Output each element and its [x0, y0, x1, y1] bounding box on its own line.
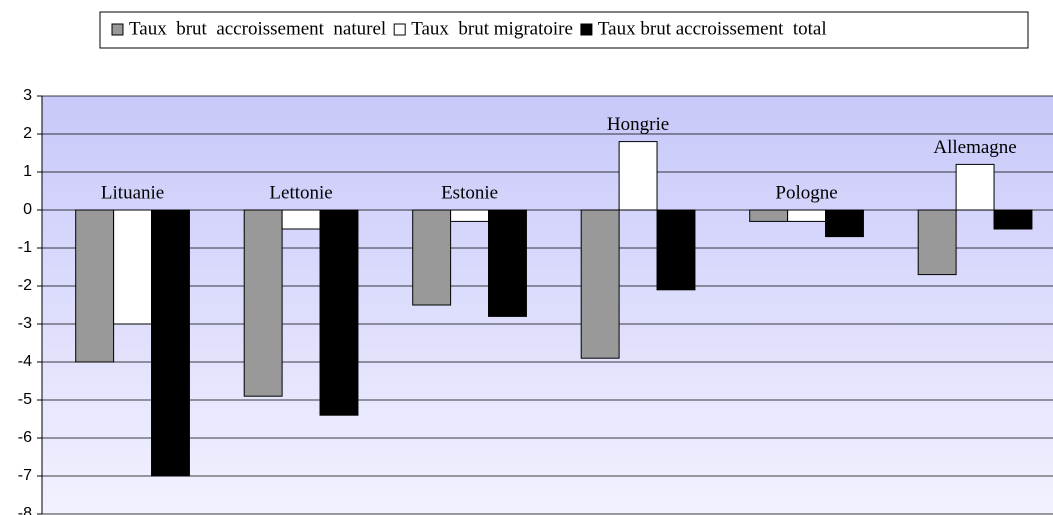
- category-label: Pologne: [775, 182, 837, 203]
- legend-swatch: [111, 23, 124, 36]
- category-label: Estonie: [441, 182, 498, 203]
- bar: [151, 209, 190, 477]
- y-tick-label: -1: [18, 239, 32, 256]
- bar: [243, 209, 283, 397]
- y-tick-label: -2: [18, 277, 32, 294]
- category-label: Allemagne: [933, 137, 1016, 158]
- y-tick-label: 3: [23, 87, 32, 104]
- y-tick-label: 2: [23, 125, 32, 142]
- y-tick-label: -5: [18, 391, 32, 408]
- category-label: Hongrie: [607, 114, 669, 135]
- bar: [580, 209, 620, 359]
- legend-box: [99, 11, 1029, 49]
- legend-swatch: [393, 23, 406, 36]
- plot-area: [42, 96, 1053, 515]
- y-tick-label: -7: [18, 467, 32, 484]
- bar: [656, 209, 696, 291]
- legend-swatch: [580, 23, 593, 36]
- bar: [955, 163, 995, 211]
- bar: [113, 209, 153, 325]
- y-tick-label: -4: [18, 353, 32, 370]
- y-tick-label: -8: [18, 505, 32, 515]
- bar: [749, 209, 789, 222]
- category-label: Lettonie: [269, 182, 332, 203]
- bar: [787, 209, 827, 222]
- bar: [825, 209, 864, 238]
- bar: [993, 209, 1033, 230]
- y-tick-label: -3: [18, 315, 32, 332]
- y-tick-label: -6: [18, 429, 32, 446]
- bar: [618, 141, 658, 211]
- y-tick-label: 0: [23, 201, 32, 218]
- bar: [450, 209, 490, 222]
- category-label: Lituanie: [101, 182, 164, 203]
- bar: [488, 209, 527, 317]
- legend-label: Taux brut accroissement total: [598, 18, 827, 39]
- bar: [281, 209, 321, 230]
- legend-label: Taux brut migratoire: [411, 18, 573, 39]
- bar: [319, 209, 359, 416]
- bar: [917, 209, 957, 276]
- bar: [412, 209, 452, 306]
- legend-label: Taux brut accroissement naturel: [129, 18, 386, 39]
- bar: [75, 209, 115, 363]
- y-tick-label: 1: [23, 163, 32, 180]
